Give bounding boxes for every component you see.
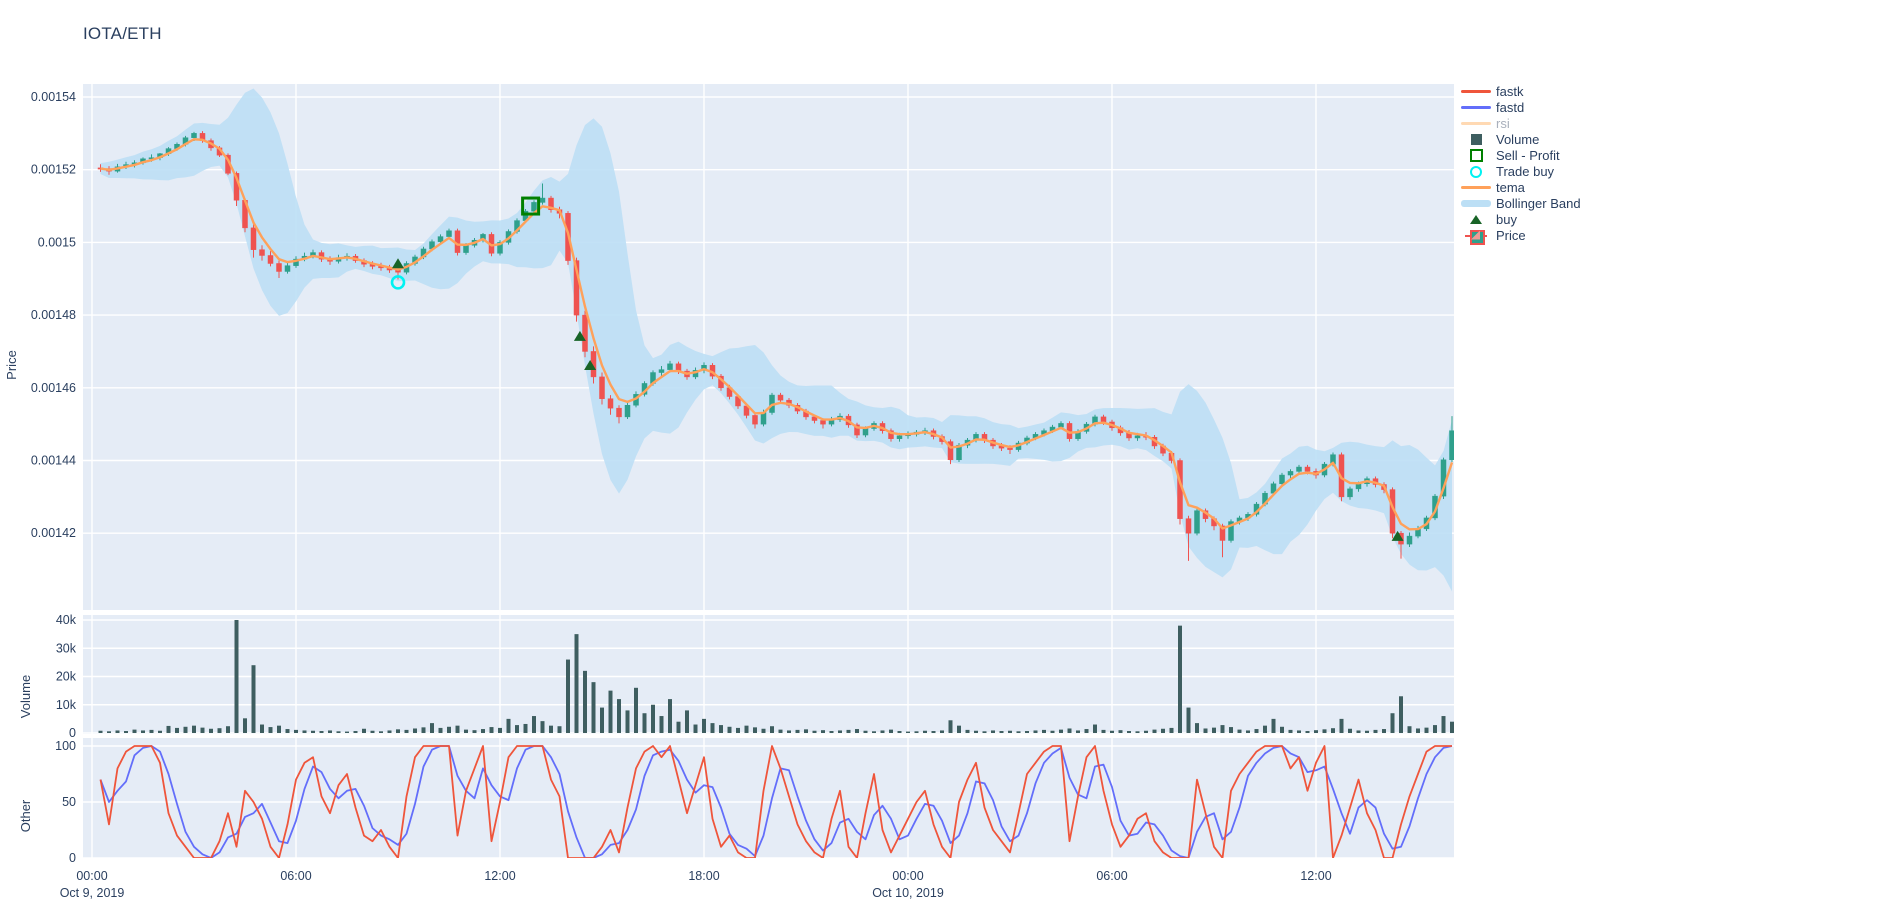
svg-text:Other: Other xyxy=(18,799,33,832)
svg-text:18:00: 18:00 xyxy=(688,869,719,883)
svg-text:Price: Price xyxy=(4,350,19,380)
legend-label: tema xyxy=(1496,180,1525,195)
svg-text:0: 0 xyxy=(69,726,76,740)
legend-item-buy[interactable]: buy xyxy=(1461,212,1581,227)
legend-item-sell-profit[interactable]: Sell - Profit xyxy=(1461,148,1581,163)
svg-text:100: 100 xyxy=(55,739,76,753)
svg-text:0.0015: 0.0015 xyxy=(38,235,76,249)
svg-text:50: 50 xyxy=(62,795,76,809)
legend-item-rsi[interactable]: rsi xyxy=(1461,116,1581,131)
legend-label: buy xyxy=(1496,212,1517,227)
svg-text:0: 0 xyxy=(69,851,76,865)
svg-text:40k: 40k xyxy=(56,613,77,627)
price-candlestick-icon xyxy=(1461,229,1491,245)
svg-text:0.00144: 0.00144 xyxy=(31,454,76,468)
svg-text:Oct 10, 2019: Oct 10, 2019 xyxy=(872,886,944,900)
svg-text:10k: 10k xyxy=(56,698,77,712)
rsi-line-icon xyxy=(1461,122,1491,125)
legend-label: Price xyxy=(1496,228,1526,243)
svg-text:0.00148: 0.00148 xyxy=(31,308,76,322)
legend-item-trade-buy[interactable]: Trade buy xyxy=(1461,164,1581,179)
legend-label: Trade buy xyxy=(1496,164,1555,179)
legend-label: fastd xyxy=(1496,100,1525,115)
legend-item-fastd[interactable]: fastd xyxy=(1461,100,1581,115)
svg-text:Volume: Volume xyxy=(18,675,33,718)
tema-line-icon xyxy=(1461,186,1491,189)
chart-title: IOTA/ETH xyxy=(83,24,162,43)
volume-square-icon xyxy=(1461,134,1491,145)
trade-buy-circle-icon xyxy=(1461,165,1491,178)
svg-text:Oct 9, 2019: Oct 9, 2019 xyxy=(60,886,125,900)
sell-profit-square-icon xyxy=(1461,149,1491,162)
legend-item-volume[interactable]: Volume xyxy=(1461,132,1581,147)
legend-label: Bollinger Band xyxy=(1496,196,1581,211)
svg-text:06:00: 06:00 xyxy=(280,869,311,883)
legend: fastk fastd rsi Volume Sell - Profit Tra… xyxy=(1461,84,1581,245)
legend-label: Volume xyxy=(1496,132,1540,147)
svg-text:0.00154: 0.00154 xyxy=(31,90,76,104)
svg-text:00:00: 00:00 xyxy=(892,869,923,883)
bollinger-band-icon xyxy=(1461,200,1491,207)
svg-text:00:00: 00:00 xyxy=(76,869,107,883)
svg-text:0.00146: 0.00146 xyxy=(31,381,76,395)
buy-triangle-icon xyxy=(1461,215,1491,224)
svg-text:0.00142: 0.00142 xyxy=(31,526,76,540)
legend-item-fastk[interactable]: fastk xyxy=(1461,84,1581,99)
svg-text:06:00: 06:00 xyxy=(1096,869,1127,883)
legend-label: Sell - Profit xyxy=(1496,148,1560,163)
svg-text:12:00: 12:00 xyxy=(484,869,515,883)
fastk-line-icon xyxy=(1461,90,1491,93)
legend-item-bollinger[interactable]: Bollinger Band xyxy=(1461,196,1581,211)
svg-text:12:00: 12:00 xyxy=(1300,869,1331,883)
legend-item-price[interactable]: Price xyxy=(1461,228,1581,245)
legend-label: rsi xyxy=(1496,116,1510,131)
fastd-line-icon xyxy=(1461,106,1491,109)
svg-text:30k: 30k xyxy=(56,641,77,655)
svg-text:20k: 20k xyxy=(56,670,77,684)
svg-text:0.00152: 0.00152 xyxy=(31,163,76,177)
legend-label: fastk xyxy=(1496,84,1524,99)
legend-item-tema[interactable]: tema xyxy=(1461,180,1581,195)
